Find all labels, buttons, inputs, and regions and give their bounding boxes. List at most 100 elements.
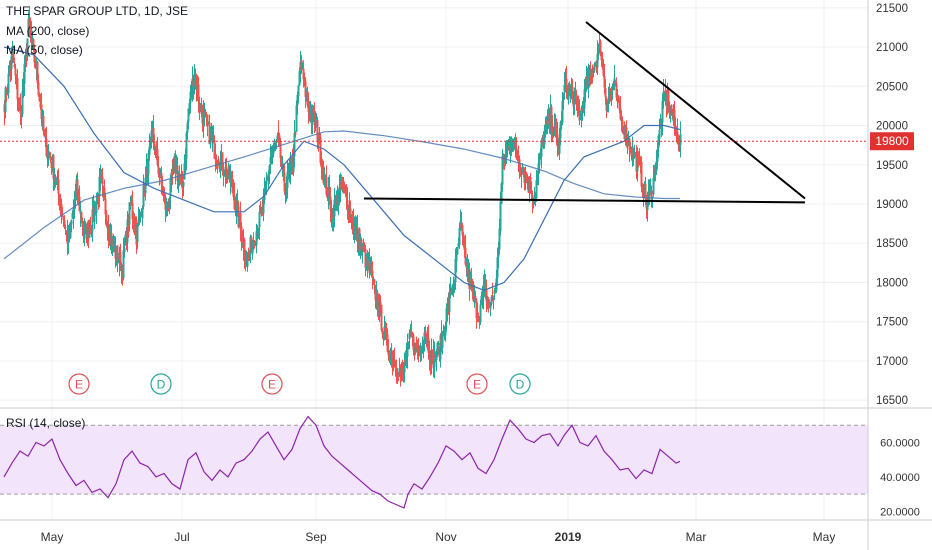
- candle-body: [492, 296, 495, 300]
- candle-body: [334, 201, 337, 203]
- time-tick-label: Mar: [686, 530, 707, 544]
- candle-body: [57, 179, 60, 194]
- candle-body: [311, 109, 314, 123]
- rsi-tick-label: 40.0000: [880, 472, 920, 484]
- candle-body: [26, 38, 29, 58]
- candle-body: [73, 201, 76, 207]
- candle-body: [243, 240, 246, 256]
- candle-body: [29, 26, 32, 36]
- candle-body: [401, 366, 404, 372]
- time-tick-label: Nov: [435, 530, 456, 544]
- candle-body: [251, 243, 254, 255]
- candle-body: [629, 146, 632, 152]
- candle-body: [347, 211, 350, 214]
- candle-body: [76, 179, 79, 197]
- candle-body: [386, 333, 389, 352]
- candle-body: [430, 350, 433, 365]
- candle-body: [662, 91, 665, 99]
- candle-body: [217, 161, 220, 166]
- candle-body: [650, 190, 653, 201]
- candle-body: [204, 111, 207, 115]
- candle-body: [136, 224, 139, 243]
- candle-body: [408, 332, 411, 340]
- candle-body: [93, 207, 96, 222]
- candle-body: [370, 264, 373, 273]
- candle-body: [574, 93, 577, 96]
- candle-body: [307, 105, 310, 112]
- candle-body: [19, 105, 22, 114]
- candle-body: [397, 375, 400, 378]
- candle-body: [168, 198, 171, 209]
- candle-body: [449, 287, 452, 290]
- candle-body: [649, 187, 652, 190]
- candle-body: [215, 160, 218, 162]
- candle-body: [454, 258, 457, 283]
- candle-body: [578, 108, 581, 121]
- candle-body: [104, 198, 107, 215]
- candle-body: [186, 122, 189, 133]
- candle-body: [257, 229, 260, 237]
- candle-body: [498, 228, 501, 250]
- candle-body: [232, 189, 235, 197]
- candle-body: [607, 99, 610, 103]
- candle-body: [477, 316, 480, 321]
- price-tick-label: 20000: [876, 121, 908, 133]
- candle-body: [82, 226, 85, 232]
- candle-body: [276, 135, 279, 139]
- candle-body: [157, 166, 160, 175]
- candle-body: [44, 136, 47, 139]
- candle-body: [300, 60, 303, 70]
- candle-body: [7, 73, 10, 93]
- candle-body: [278, 135, 281, 140]
- candle-body: [13, 64, 16, 67]
- candle-body: [265, 181, 268, 185]
- candle-body: [625, 127, 628, 144]
- candle-body: [608, 93, 611, 99]
- candle-body: [358, 228, 361, 252]
- candle-body: [546, 119, 549, 125]
- last-price-box: [870, 132, 914, 151]
- candle-body: [206, 114, 209, 125]
- candle-body: [190, 93, 193, 95]
- candle-body: [16, 78, 19, 100]
- candle-body: [225, 169, 228, 178]
- candle-body: [171, 171, 174, 174]
- candle-body: [427, 337, 430, 353]
- price-tick-label: 18000: [876, 277, 908, 289]
- candle-body: [521, 169, 524, 174]
- candle-body: [556, 134, 559, 145]
- candle-body: [156, 148, 159, 165]
- candle-body: [166, 207, 169, 211]
- trendline: [363, 197, 806, 204]
- candle-body: [80, 211, 83, 221]
- candle-body: [530, 190, 533, 195]
- candle-body: [170, 172, 173, 181]
- earnings-marker: [261, 373, 283, 395]
- candle-body: [233, 195, 236, 210]
- candle-body: [78, 196, 81, 212]
- candle-body: [40, 104, 43, 119]
- candle-body: [262, 197, 265, 214]
- candle-body: [550, 106, 553, 132]
- candle-body: [600, 53, 603, 61]
- candle-body: [646, 200, 649, 211]
- candle-body: [314, 119, 317, 123]
- candle-body: [55, 181, 58, 183]
- candle-body: [392, 362, 395, 365]
- candle-body: [137, 219, 140, 225]
- candle-body: [174, 155, 177, 174]
- candle-body: [267, 173, 270, 179]
- candle-body: [667, 91, 670, 112]
- candle-body: [641, 185, 644, 190]
- candle-body: [325, 177, 328, 195]
- rsi-tick-label: 20.0000: [880, 506, 920, 518]
- candle-body: [525, 173, 528, 183]
- candle-body: [517, 158, 520, 160]
- candle-body: [652, 178, 655, 195]
- candle-body: [371, 270, 374, 278]
- candle-body: [116, 245, 119, 263]
- candle-body: [522, 172, 525, 175]
- candle-body: [562, 93, 565, 99]
- dividend-marker: [150, 373, 172, 395]
